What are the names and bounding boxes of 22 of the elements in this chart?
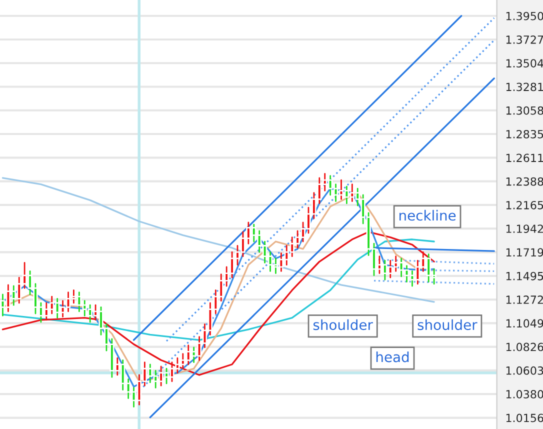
y-tick-label: 1.3504 bbox=[506, 59, 543, 68]
y-tick-label: 1.3727 bbox=[506, 35, 543, 44]
y-tick-label: 1.0603 bbox=[506, 366, 543, 375]
y-tick-label: 1.2165 bbox=[506, 200, 543, 210]
y-tick-label: 1.0826 bbox=[506, 342, 543, 352]
y-tick-label: 1.1719 bbox=[506, 248, 543, 257]
y-tick-label: 1.1495 bbox=[506, 272, 543, 280]
annotation: shoulder bbox=[418, 319, 478, 330]
y-tick-label: 1.3058 bbox=[506, 106, 543, 115]
y-tick-label: 1.0156 bbox=[506, 414, 543, 422]
y-tick-label: 1.1049 bbox=[506, 319, 543, 328]
annotation: shoulder bbox=[313, 319, 373, 330]
y-tick-label: 1.1272 bbox=[506, 296, 543, 304]
y-tick-label: 1.2611 bbox=[506, 154, 543, 162]
y-tick-label: 1.0380 bbox=[506, 390, 543, 398]
annotation: head bbox=[376, 351, 409, 362]
y-tick-label: 1.3281 bbox=[506, 82, 543, 92]
annotation: neckline bbox=[400, 210, 456, 221]
y-tick-label: 1.3950 bbox=[506, 12, 543, 20]
y-tick-label: 1.2388 bbox=[506, 177, 543, 186]
y-tick-label: 1.1942 bbox=[506, 224, 543, 233]
y-tick-label: 1.2835 bbox=[506, 130, 543, 138]
